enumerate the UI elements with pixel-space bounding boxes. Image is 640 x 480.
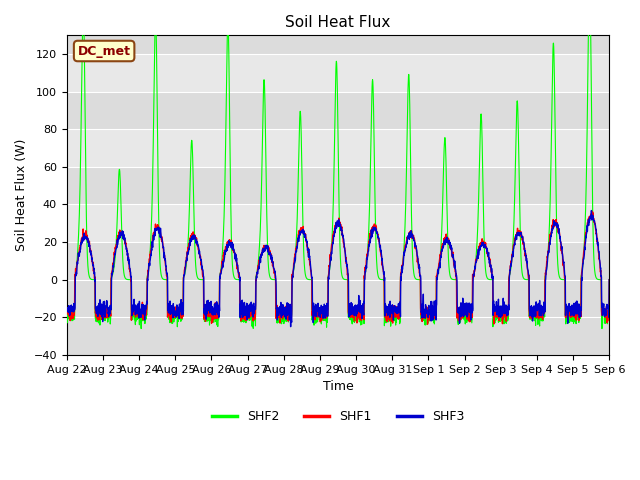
- SHF2: [214, 313, 222, 319]
- SHF3: [557, 246, 565, 252]
- Line: SHF1: SHF1: [67, 211, 609, 324]
- SHF3: [496, 308, 504, 313]
- SHF1: [365, 239, 373, 244]
- SHF1: [354, 313, 362, 319]
- SHF3: [63, 306, 70, 312]
- Y-axis label: Soil Heat Flux (W): Soil Heat Flux (W): [15, 139, 28, 251]
- Line: SHF3: SHF3: [67, 211, 609, 327]
- SHF2: [496, 319, 504, 324]
- Bar: [67, 204, 609, 242]
- SHF2: [605, 277, 613, 283]
- SHF3: [605, 277, 613, 283]
- SHF3: [365, 240, 373, 245]
- SHF2: [138, 326, 145, 332]
- Text: DC_met: DC_met: [77, 45, 131, 58]
- Bar: [67, 129, 609, 167]
- SHF3: [214, 312, 222, 317]
- SHF1: [496, 315, 504, 321]
- Title: Soil Heat Flux: Soil Heat Flux: [285, 15, 390, 30]
- X-axis label: Time: Time: [323, 380, 353, 393]
- SHF1: [214, 314, 222, 320]
- SHF1: [557, 243, 565, 249]
- SHF1: [63, 309, 70, 314]
- SHF3: [573, 311, 580, 317]
- SHF3: [588, 208, 595, 214]
- SHF2: [573, 314, 580, 320]
- Line: SHF2: SHF2: [67, 0, 609, 329]
- SHF2: [557, 276, 565, 282]
- Bar: [67, 54, 609, 92]
- SHF1: [605, 277, 613, 283]
- SHF1: [588, 208, 596, 214]
- SHF2: [365, 203, 373, 209]
- SHF2: [63, 313, 70, 319]
- SHF3: [287, 324, 294, 330]
- SHF1: [424, 321, 431, 327]
- SHF2: [354, 315, 362, 321]
- SHF3: [354, 306, 362, 312]
- SHF1: [573, 311, 580, 317]
- Legend: SHF2, SHF1, SHF3: SHF2, SHF1, SHF3: [207, 406, 469, 429]
